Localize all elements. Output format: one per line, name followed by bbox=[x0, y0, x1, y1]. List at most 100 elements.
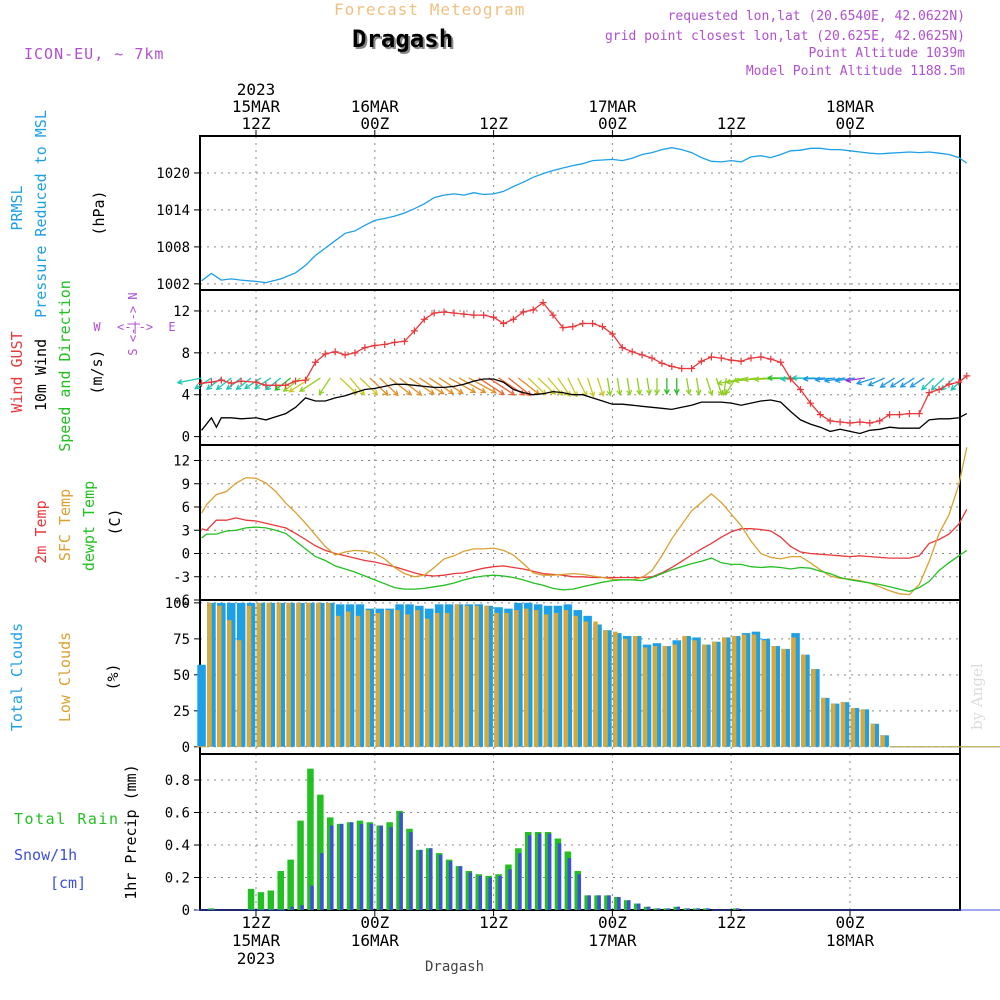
gust-marker bbox=[237, 377, 245, 385]
wind-arrow-head bbox=[814, 376, 821, 383]
bar-low-clouds bbox=[316, 602, 321, 747]
bar-low-clouds bbox=[474, 605, 479, 747]
gust-marker bbox=[698, 357, 705, 365]
wind-arrow-head bbox=[599, 390, 605, 398]
wind-arrow-head bbox=[428, 389, 436, 395]
wind-arrow bbox=[856, 377, 875, 385]
bar-low-clouds bbox=[821, 697, 826, 747]
bar-low-clouds bbox=[246, 605, 252, 747]
y-tick-label: 9 bbox=[182, 477, 190, 493]
wind-arrow-head bbox=[225, 384, 232, 390]
bar-low-clouds bbox=[524, 608, 529, 747]
compass-s: S bbox=[126, 348, 140, 355]
wind-arrow-head bbox=[685, 389, 692, 396]
wind-arrow bbox=[636, 377, 641, 395]
wind-arrow-head bbox=[359, 389, 366, 396]
info-requested: requested lon,lat (20.6540E, 42.0622N) bbox=[667, 9, 965, 24]
gust-marker bbox=[747, 354, 755, 362]
label-total-rain: Total Rain bbox=[14, 810, 118, 828]
wind-arrow-head bbox=[802, 375, 809, 382]
wind-arrow bbox=[428, 377, 454, 395]
gust-marker bbox=[905, 410, 913, 418]
bar-low-clouds bbox=[603, 630, 608, 747]
bar-total-rain bbox=[317, 794, 324, 910]
location-name: Dragash bbox=[352, 25, 454, 53]
bar-low-clouds bbox=[702, 644, 707, 747]
bar-low-clouds bbox=[840, 702, 846, 747]
bar-snow-1h bbox=[320, 853, 324, 910]
wind-arrow-head bbox=[498, 389, 506, 396]
wind-arrow bbox=[216, 377, 232, 390]
gust-marker bbox=[302, 376, 309, 384]
bar-low-clouds bbox=[375, 612, 380, 747]
gust-marker bbox=[519, 308, 527, 316]
info-point-altitude: Point Altitude 1039m bbox=[808, 46, 965, 61]
bottom-time-label: 12Z bbox=[242, 913, 271, 932]
bar-low-clouds bbox=[296, 602, 301, 747]
bar-snow-1h bbox=[547, 833, 552, 910]
gust-marker bbox=[351, 349, 359, 357]
bar-snow-1h bbox=[458, 866, 463, 910]
y-tick-label: 0.8 bbox=[165, 773, 190, 789]
wind-arrow bbox=[803, 377, 826, 380]
bar-low-clouds bbox=[662, 646, 668, 747]
wind-arrow-head bbox=[753, 376, 760, 383]
bar-low-clouds bbox=[543, 614, 549, 747]
bar-snow-1h bbox=[587, 895, 591, 910]
gust-marker bbox=[430, 309, 438, 317]
y-tick-label: 25 bbox=[173, 704, 190, 720]
wind-arrow bbox=[339, 377, 357, 395]
wind-arrow-head bbox=[930, 384, 937, 391]
gust-marker bbox=[945, 380, 953, 388]
wind-arrow-head bbox=[318, 389, 325, 396]
bar-snow-1h bbox=[438, 854, 443, 910]
label-prmsl: PRMSL bbox=[8, 185, 26, 230]
bar-low-clouds bbox=[236, 640, 242, 747]
wind-arrow-head bbox=[766, 375, 773, 381]
gust-marker bbox=[440, 308, 448, 316]
wind-arrow-head bbox=[899, 382, 906, 388]
bar-snow-1h bbox=[627, 900, 631, 910]
wind-arrow-head bbox=[646, 389, 652, 396]
top-time-label: 00Z bbox=[598, 114, 627, 133]
wind-arrow-head bbox=[707, 389, 714, 397]
bar-low-clouds bbox=[415, 610, 420, 747]
top-time-label: 2023 bbox=[237, 80, 276, 99]
gust-marker bbox=[470, 311, 478, 319]
bar-low-clouds bbox=[434, 612, 440, 747]
wind-arrow bbox=[715, 377, 723, 396]
bar-low-clouds bbox=[395, 610, 400, 747]
top-time-label: 12Z bbox=[242, 114, 271, 133]
wind-arrow bbox=[596, 377, 604, 396]
gust-marker bbox=[648, 354, 656, 362]
wind-arrow bbox=[399, 377, 422, 396]
compass-n: N bbox=[126, 292, 140, 299]
bar-low-clouds bbox=[722, 637, 727, 747]
wind-arrow-head bbox=[470, 387, 477, 393]
gust-marker bbox=[876, 417, 884, 425]
series-line-2m-temp bbox=[201, 508, 968, 579]
gust-marker bbox=[549, 311, 557, 319]
wind-arrow bbox=[815, 377, 836, 381]
gust-marker bbox=[963, 372, 971, 380]
bar-snow-1h bbox=[557, 843, 562, 910]
info-gridpoint: grid point closest lon,lat (20.625E, 42.… bbox=[604, 29, 965, 44]
gust-marker bbox=[282, 381, 290, 389]
gust-marker bbox=[480, 311, 488, 319]
bottom-time-label: 17MAR bbox=[588, 931, 637, 950]
bar-snow-1h bbox=[488, 877, 492, 910]
wind-arrow bbox=[318, 377, 331, 395]
wind-arrow-head bbox=[254, 383, 261, 389]
wind-arrow bbox=[846, 377, 865, 382]
gust-marker bbox=[311, 358, 319, 366]
bar-snow-1h bbox=[409, 832, 413, 910]
panel-frame bbox=[199, 289, 961, 446]
gust-marker bbox=[569, 323, 577, 331]
wind-arrow-head bbox=[889, 382, 896, 388]
gust-marker bbox=[836, 418, 844, 426]
wind-arrow bbox=[890, 377, 905, 388]
series-line-sfc-temp bbox=[201, 447, 968, 596]
label-speed-direction: Speed and Direction bbox=[56, 280, 74, 452]
y-tick-label: 12 bbox=[173, 304, 190, 320]
top-time-label: 15MAR bbox=[232, 97, 281, 116]
